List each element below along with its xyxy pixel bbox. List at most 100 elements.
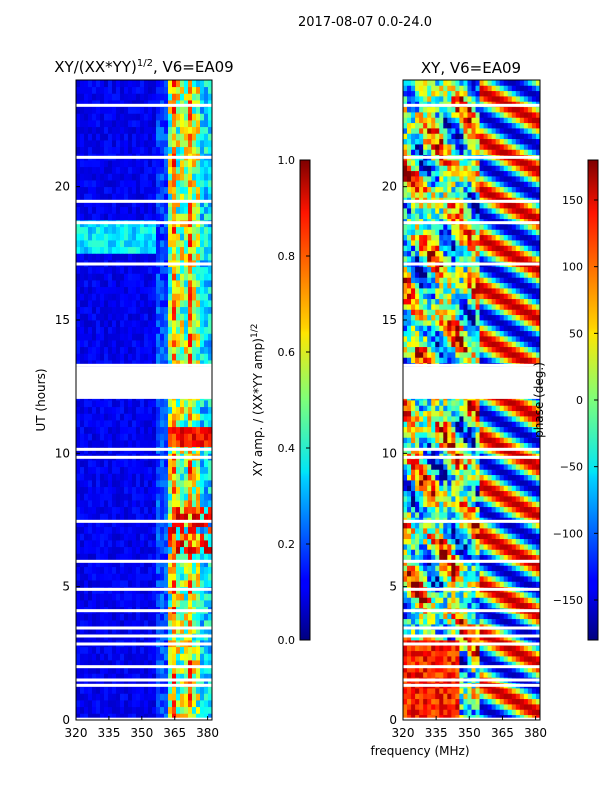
phase-cell [443,480,448,486]
phase-cell [495,666,501,673]
amplitude-cell [100,166,105,174]
amplitude-cell [172,493,177,501]
amplitude-cell [132,313,137,321]
phase-cell [503,560,509,566]
amplitude-cell [128,233,133,241]
amplitude-cell [160,200,165,208]
phase-cell [503,613,509,620]
amplitude-cell [92,713,97,721]
amplitude-cell [188,240,193,248]
amplitude-cell [172,420,177,428]
amplitude-cell [168,286,173,294]
phase-cell [531,570,537,577]
amplitude-cell [184,593,189,601]
amplitude-cell [144,473,149,481]
phase-cell [439,693,444,700]
amplitude-cell [140,686,145,694]
phase-cell [467,522,472,529]
amplitude-cell [108,580,113,588]
phase-cell [483,464,489,470]
amplitude-cell [144,173,149,181]
amplitude-cell [152,406,157,414]
amplitude-cell [176,493,181,501]
amplitude-cell [104,360,109,368]
phase-cell [407,634,412,641]
phase-cell [463,501,468,508]
amplitude-cell [152,240,157,248]
amplitude-cell [176,486,181,494]
phase-cell [403,506,408,513]
amplitude-cell [144,613,149,621]
phase-cell [451,576,456,582]
amplitude-cell [76,293,81,301]
amplitude-cell [192,273,197,281]
amplitude-cell [140,506,145,514]
amplitude-cell [144,120,149,128]
amplitude-cell [208,193,213,201]
amplitude-cell [112,233,117,241]
amplitude-cell [132,493,137,501]
amplitude-cell [88,400,93,408]
amplitude-cell [172,193,177,201]
amplitude-cell [84,133,89,141]
amplitude-cell [160,660,165,668]
phase-cell [535,549,541,556]
amplitude-cell [164,360,169,368]
amplitude-cell [76,660,81,668]
amplitude-cell [156,140,161,148]
phase-cell [451,522,456,529]
amplitude-cell [176,293,181,301]
phase-cell [435,522,440,529]
amplitude-cell [84,620,89,628]
phase-cell [487,613,493,620]
amplitude-cell [176,693,181,701]
amplitude-cell [160,653,165,661]
phase-cell [443,714,448,721]
amplitude-cell [96,200,101,208]
amplitude-cell [192,266,197,274]
phase-cell [487,533,493,540]
phase-cell [527,629,533,636]
phase-cell [427,688,432,694]
amplitude-cell [204,400,209,408]
amplitude-cell [160,706,165,714]
amplitude-cell [92,553,97,561]
amplitude-cell [104,286,109,294]
amplitude-cell [148,166,153,174]
phase-cell [479,480,484,486]
amplitude-cell [160,420,165,428]
phase-cell [407,570,412,577]
amplitude-colorbar-tick-label: 0.6 [278,346,296,359]
phase-cell [471,528,476,534]
phase-cell [451,501,456,508]
phase-cell [455,656,460,662]
phase-cell [467,576,472,582]
phase-cell [499,496,505,502]
amplitude-cell [196,80,201,88]
amplitude-cell [124,253,129,261]
amplitude-cell [76,180,81,188]
figure-suptitle: 2017-08-07 0.0-24.0 [298,15,432,30]
amplitude-cell [128,553,133,561]
phase-cell [479,570,484,577]
phase-cell [495,512,501,518]
amplitude-cell [204,486,209,494]
phase-cell [407,661,412,668]
amplitude-cell [152,580,157,588]
amplitude-cell [120,713,125,721]
phase-cell [531,522,537,529]
amplitude-cell [92,513,97,521]
amplitude-cell [164,266,169,274]
amplitude-cell [80,486,85,494]
phase-cell [435,597,440,604]
amplitude-cell [192,320,197,328]
amplitude-cell [84,86,89,94]
amplitude-cell [152,320,157,328]
phase-cell [483,597,489,604]
amplitude-cell [184,113,189,121]
amplitude-cell [112,213,117,221]
amplitude-cell [144,200,149,208]
phase-cell [443,698,448,705]
amplitude-cell [84,326,89,334]
amplitude-cell [140,320,145,328]
